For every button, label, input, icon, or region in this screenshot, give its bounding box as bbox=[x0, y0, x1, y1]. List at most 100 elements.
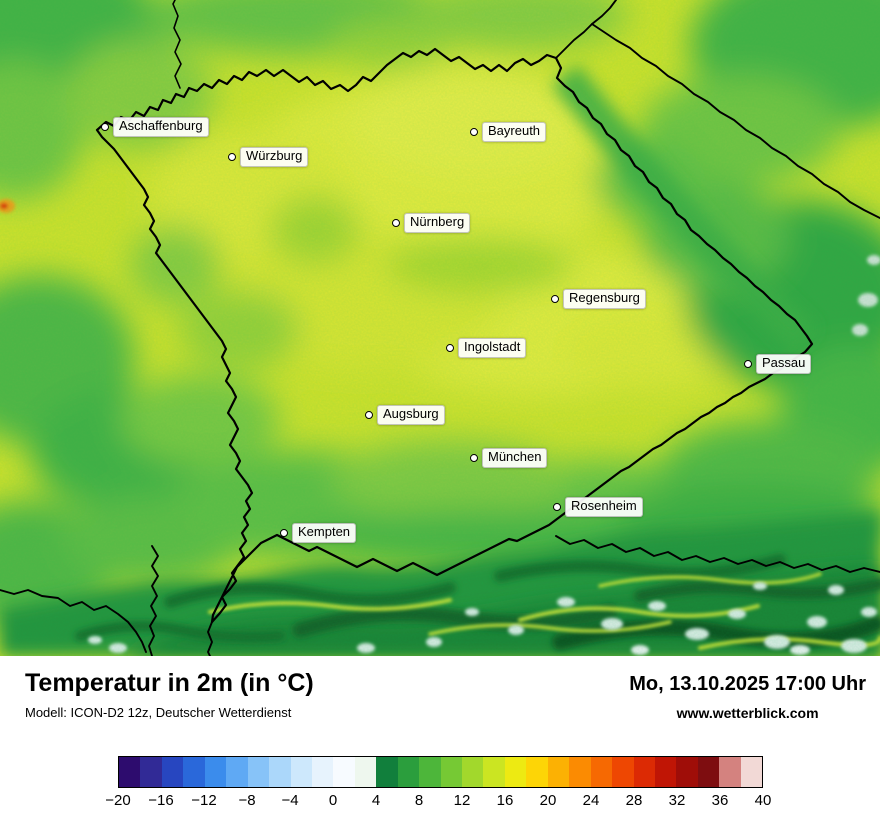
city-label: Kempten bbox=[292, 523, 357, 543]
legend-cell bbox=[204, 757, 227, 787]
legend-tick: 40 bbox=[754, 792, 772, 809]
legend-tick: −20 bbox=[105, 792, 131, 809]
city-label: Augsburg bbox=[377, 405, 445, 425]
legend-tick: 28 bbox=[625, 792, 643, 809]
city-label: Bayreuth bbox=[482, 122, 547, 142]
legend-tick: 32 bbox=[668, 792, 686, 809]
legend-cell bbox=[719, 757, 741, 787]
map-borders bbox=[0, 0, 880, 656]
legend-cell bbox=[247, 757, 270, 787]
legend-cell bbox=[590, 757, 613, 787]
city-marker: Augsburg bbox=[365, 405, 445, 425]
legend-tick: −4 bbox=[281, 792, 299, 809]
city-marker: Regensburg bbox=[551, 289, 646, 309]
city-label: Rosenheim bbox=[565, 497, 643, 517]
city-marker: Ingolstadt bbox=[446, 338, 527, 358]
legend-cell bbox=[654, 757, 677, 787]
city-marker: Aschaffenburg bbox=[101, 117, 209, 137]
legend-cell bbox=[119, 757, 141, 787]
legend-tick: −12 bbox=[191, 792, 217, 809]
border-northwest-spur bbox=[172, 0, 182, 89]
city-dot-icon bbox=[551, 295, 559, 304]
legend-cell bbox=[612, 757, 634, 787]
temperature-legend: −20 −16 −12 −8 −4 0 4 8 12 16 20 24 28 32 36 40 bbox=[105, 756, 771, 812]
legend-ticks: −20 −16 −12 −8 −4 0 4 8 12 16 20 24 28 32 36 40 bbox=[105, 792, 771, 812]
city-dot-icon bbox=[392, 219, 400, 228]
city-marker: Bayreuth bbox=[470, 122, 547, 142]
border-southwest-2 bbox=[148, 545, 159, 656]
page-title: Temperatur in 2m (in °C) bbox=[25, 669, 314, 697]
website-label: www.wetterblick.com bbox=[676, 705, 819, 721]
city-label: Regensburg bbox=[563, 289, 646, 309]
city-label: Nürnberg bbox=[404, 213, 471, 233]
map-noise-texture bbox=[0, 0, 880, 656]
legend-cell bbox=[311, 757, 334, 787]
legend-tick: 20 bbox=[539, 792, 557, 809]
city-dot-icon bbox=[470, 454, 478, 463]
city-dot-icon bbox=[470, 128, 478, 137]
city-marker: Rosenheim bbox=[553, 497, 643, 517]
forecast-datetime: Mo, 13.10.2025 17:00 Uhr bbox=[629, 673, 866, 695]
border-northeast-2 bbox=[591, 23, 880, 219]
legend-tick: 4 bbox=[371, 792, 381, 809]
legend-cell bbox=[140, 757, 162, 787]
footer-left: Temperatur in 2m (in °C) Modell: ICON-D2… bbox=[25, 669, 314, 720]
legend-tick: 16 bbox=[496, 792, 514, 809]
legend-tick: 36 bbox=[711, 792, 729, 809]
city-dot-icon bbox=[446, 344, 454, 353]
border-southwest-3 bbox=[0, 589, 147, 653]
city-dot-icon bbox=[365, 411, 373, 420]
city-label: Aschaffenburg bbox=[113, 117, 209, 137]
legend-cell bbox=[504, 757, 527, 787]
legend-tick: 24 bbox=[582, 792, 600, 809]
city-marker: München bbox=[470, 448, 548, 468]
city-dot-icon bbox=[744, 360, 752, 369]
border-bavaria bbox=[95, 47, 814, 624]
legend-tick: −16 bbox=[148, 792, 174, 809]
border-southwest-1 bbox=[207, 621, 213, 656]
legend-cell bbox=[569, 757, 591, 787]
legend-cell bbox=[440, 757, 462, 787]
legend-tick: 0 bbox=[328, 792, 338, 809]
legend-cell bbox=[483, 757, 505, 787]
legend-cell bbox=[740, 757, 763, 787]
border-northeast-1 bbox=[555, 0, 617, 59]
legend-cell bbox=[419, 757, 441, 787]
legend-cell bbox=[269, 757, 291, 787]
city-marker: Kempten bbox=[280, 523, 357, 543]
legend-cell bbox=[397, 757, 420, 787]
city-label: Würzburg bbox=[240, 147, 309, 167]
legend-tick: 8 bbox=[414, 792, 424, 809]
legend-cell bbox=[376, 757, 398, 787]
city-label: München bbox=[482, 448, 548, 468]
legend-cell bbox=[526, 757, 548, 787]
model-info: Modell: ICON-D2 12z, Deutscher Wetterdie… bbox=[25, 704, 292, 720]
city-marker: Nürnberg bbox=[392, 213, 471, 233]
legend-bar bbox=[118, 756, 763, 788]
legend-tick: −8 bbox=[238, 792, 256, 809]
temperature-map: Aschaffenburg Würzburg Bayreuth Nürnberg Reg… bbox=[0, 0, 880, 656]
city-dot-icon bbox=[101, 123, 109, 132]
city-marker: Passau bbox=[744, 354, 812, 374]
city-label: Passau bbox=[756, 354, 812, 374]
border-alps-south bbox=[555, 535, 880, 573]
footer-right: Mo, 13.10.2025 17:00 Uhr www.wetterblick… bbox=[629, 670, 866, 721]
legend-cell bbox=[161, 757, 184, 787]
legend-cell bbox=[547, 757, 570, 787]
city-dot-icon bbox=[228, 153, 236, 162]
legend-cell bbox=[333, 757, 355, 787]
map-footer: Temperatur in 2m (in °C) Modell: ICON-D2… bbox=[0, 656, 880, 830]
map-graphic bbox=[0, 0, 880, 656]
legend-tick: 12 bbox=[453, 792, 471, 809]
legend-cell bbox=[290, 757, 312, 787]
city-dot-icon bbox=[280, 529, 288, 538]
legend-cell bbox=[462, 757, 484, 787]
legend-cell bbox=[676, 757, 698, 787]
legend-cell bbox=[226, 757, 248, 787]
legend-cell bbox=[633, 757, 655, 787]
legend-cell bbox=[354, 757, 377, 787]
city-marker: Würzburg bbox=[228, 147, 309, 167]
legend-cell bbox=[697, 757, 720, 787]
city-dot-icon bbox=[553, 503, 561, 512]
city-label: Ingolstadt bbox=[458, 338, 527, 358]
